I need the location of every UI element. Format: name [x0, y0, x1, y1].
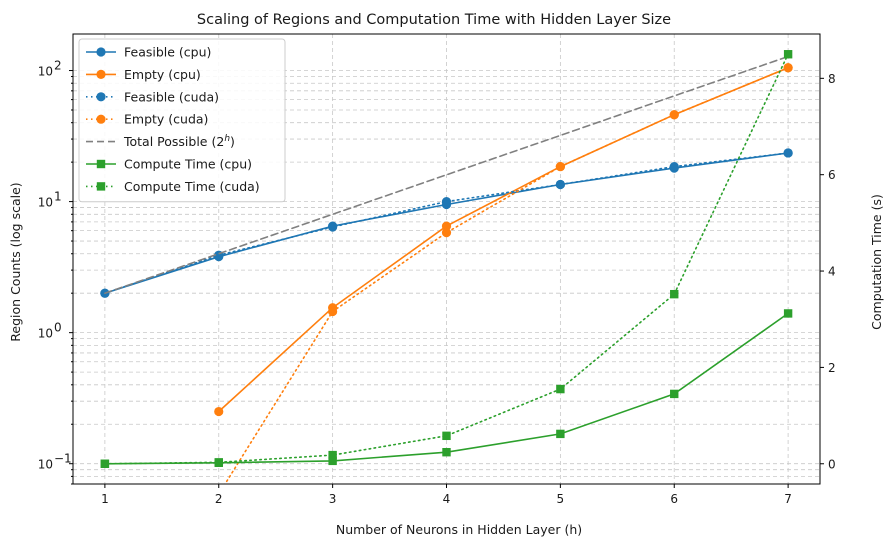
data-point: [783, 148, 793, 158]
data-point: [214, 406, 224, 417]
data-point: [442, 448, 451, 457]
y-tick-label: 10: [38, 65, 53, 79]
legend-item: Total Possible (2h): [86, 134, 235, 149]
legend-label: Empty (cuda): [124, 112, 208, 127]
legend-item: Empty (cuda): [86, 112, 208, 127]
y2-axis-label: Computation Time (s): [869, 194, 884, 330]
data-point: [670, 389, 679, 399]
data-point: [783, 50, 793, 59]
x-tick-label: 4: [443, 492, 451, 506]
data-point: [669, 110, 679, 120]
data-point: [441, 227, 452, 238]
data-point: [555, 161, 565, 172]
legend-label: Feasible (cuda): [124, 89, 219, 104]
series-3: [224, 63, 793, 484]
data-point: [442, 431, 451, 441]
x-tick-label: 5: [557, 492, 565, 506]
legend-label: Compute Time (cpu): [124, 157, 252, 172]
data-point: [441, 221, 452, 231]
series-line: [218, 67, 789, 413]
data-point: [328, 456, 337, 466]
legend-item: Feasible (cuda): [86, 89, 219, 104]
legend-label: Empty (cpu): [124, 67, 201, 82]
x-tick-label: 2: [215, 492, 223, 506]
legend-marker: [96, 114, 106, 124]
y-tick-label: 10: [38, 196, 53, 210]
x-axis-label: Number of Neurons in Hidden Layer (h): [336, 522, 582, 537]
y-tick-exponent: 0: [54, 321, 62, 335]
legend-item: Compute Time (cuda): [86, 179, 260, 194]
data-point: [556, 384, 565, 394]
y-tick-exponent: 1: [54, 190, 62, 204]
data-point: [441, 196, 452, 207]
legend-marker: [96, 69, 106, 79]
data-point: [556, 429, 565, 439]
legend-item: Empty (cpu): [86, 67, 201, 82]
data-point: [100, 459, 110, 468]
data-point: [328, 222, 338, 232]
data-point: [214, 458, 223, 467]
legend-box: [78, 38, 286, 203]
y2-tick-label: 0: [828, 457, 836, 471]
legend: Feasible (cpu) Empty (cpu) Feasible (cuda)…: [78, 38, 286, 203]
legend-marker: [96, 159, 106, 169]
data-point: [783, 63, 793, 73]
legend-label: Feasible (cpu): [124, 45, 211, 60]
data-point: [670, 289, 679, 299]
x-tick-label: 6: [670, 492, 678, 506]
series-4: [104, 55, 789, 295]
y-tick-exponent: −1: [54, 452, 72, 466]
legend-label: Compute Time (cuda): [124, 179, 260, 194]
y-tick-exponent: 2: [54, 59, 62, 73]
series-2: [100, 148, 793, 298]
y2-tick-label: 6: [828, 168, 836, 182]
legend-label: Total Possible (2h): [123, 134, 235, 149]
legend-marker: [96, 47, 106, 57]
legend-item: Compute Time (cpu): [86, 157, 252, 172]
x-tick-label: 7: [784, 492, 792, 506]
data-point: [555, 179, 565, 190]
data-point: [328, 306, 338, 317]
series-5: [100, 309, 793, 468]
y-tick-label: 10: [38, 327, 53, 341]
series-line: [104, 55, 789, 295]
grid-layer: [73, 34, 820, 485]
data-point: [669, 161, 679, 172]
series-line: [224, 67, 789, 484]
chart-title: Scaling of Regions and Computation Time …: [197, 12, 671, 28]
data-point: [328, 450, 337, 460]
y2-tick-label: 8: [828, 72, 836, 86]
legend-item: Feasible (cpu): [86, 45, 211, 60]
legend-marker: [96, 182, 106, 191]
y2-tick-label: 2: [828, 361, 836, 375]
series-6: [100, 50, 793, 468]
y2-tick-label: 4: [828, 265, 836, 279]
y-axis-label: Region Counts (log scale): [8, 182, 23, 341]
y-tick-label: 10: [38, 458, 53, 472]
series-layer: [100, 50, 793, 484]
data-point: [783, 309, 793, 318]
x-tick-label: 1: [101, 492, 109, 506]
x-tick-label: 3: [329, 492, 337, 506]
legend-marker: [96, 92, 106, 102]
